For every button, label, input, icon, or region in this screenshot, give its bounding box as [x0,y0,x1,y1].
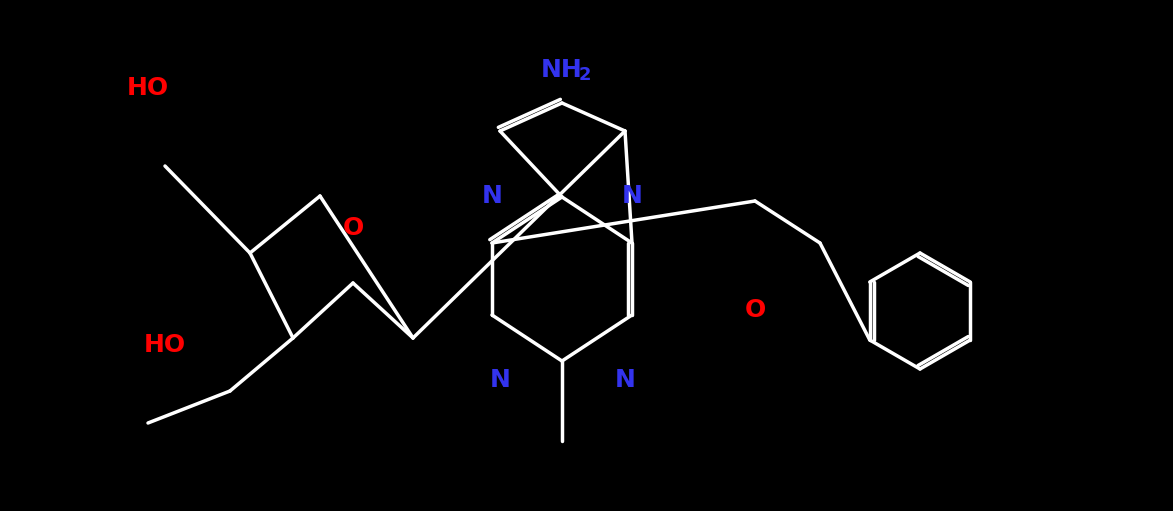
Text: N: N [489,368,510,392]
Text: N: N [622,184,643,208]
Text: HO: HO [127,76,169,100]
Text: O: O [343,216,364,240]
Text: N: N [482,184,502,208]
Text: N: N [615,368,636,392]
Text: NH: NH [541,58,583,82]
Text: HO: HO [144,333,187,357]
Text: O: O [745,298,766,322]
Text: 2: 2 [578,66,591,84]
